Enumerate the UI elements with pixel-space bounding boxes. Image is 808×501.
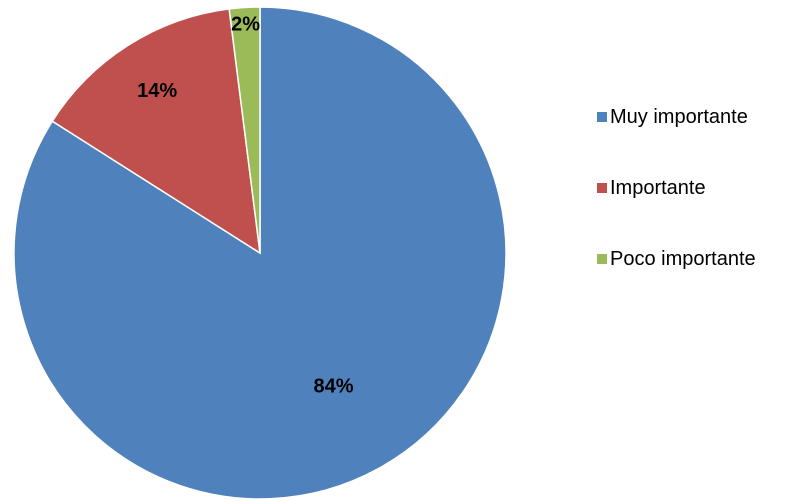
legend-swatch-muy-importante	[597, 112, 607, 122]
data-label-muy-importante: 84%	[313, 376, 353, 398]
legend-label-muy-importante: Muy importante	[610, 106, 748, 128]
legend: Muy importante Importante Poco importante	[597, 106, 756, 270]
legend-swatch-poco-importante	[597, 254, 607, 264]
legend-item-muy-importante: Muy importante	[597, 106, 748, 128]
data-label-importante: 14%	[137, 80, 177, 102]
pie-slice-poco-importante	[228, 6, 261, 254]
legend-item-importante: Importante	[597, 177, 706, 199]
pie-data-labels: 84% 14% 2%	[137, 14, 354, 398]
pie-slices	[13, 6, 507, 500]
data-label-poco-importante: 2%	[231, 14, 260, 36]
legend-label-poco-importante: Poco importante	[610, 248, 756, 270]
pie-slice-importante	[51, 8, 261, 255]
legend-swatch-importante	[597, 183, 607, 193]
legend-item-poco-importante: Poco importante	[597, 248, 756, 270]
legend-label-importante: Importante	[610, 177, 706, 199]
